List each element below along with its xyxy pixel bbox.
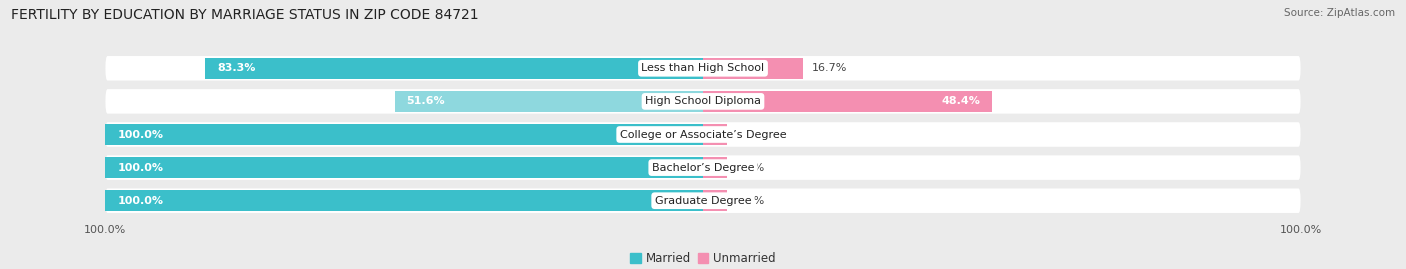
Text: 100.0%: 100.0% bbox=[118, 129, 163, 140]
Bar bbox=[105, 157, 703, 178]
Bar bbox=[703, 91, 993, 112]
Text: Graduate Degree: Graduate Degree bbox=[655, 196, 751, 206]
Text: 0.0%: 0.0% bbox=[735, 129, 763, 140]
Text: High School Diploma: High School Diploma bbox=[645, 96, 761, 107]
Bar bbox=[395, 91, 703, 112]
Text: 0.0%: 0.0% bbox=[735, 162, 763, 173]
Text: 83.3%: 83.3% bbox=[217, 63, 256, 73]
Bar bbox=[703, 190, 727, 211]
Text: Bachelor’s Degree: Bachelor’s Degree bbox=[652, 162, 754, 173]
Text: Less than High School: Less than High School bbox=[641, 63, 765, 73]
Bar bbox=[105, 124, 703, 145]
Text: FERTILITY BY EDUCATION BY MARRIAGE STATUS IN ZIP CODE 84721: FERTILITY BY EDUCATION BY MARRIAGE STATU… bbox=[11, 8, 479, 22]
Bar bbox=[703, 124, 727, 145]
Text: College or Associate’s Degree: College or Associate’s Degree bbox=[620, 129, 786, 140]
Bar bbox=[205, 58, 703, 79]
Text: 48.4%: 48.4% bbox=[942, 96, 980, 107]
Text: Source: ZipAtlas.com: Source: ZipAtlas.com bbox=[1284, 8, 1395, 18]
Text: 0.0%: 0.0% bbox=[735, 196, 763, 206]
Text: 51.6%: 51.6% bbox=[406, 96, 446, 107]
Bar bbox=[703, 58, 803, 79]
Bar bbox=[105, 190, 703, 211]
FancyBboxPatch shape bbox=[105, 122, 1301, 147]
Legend: Married, Unmarried: Married, Unmarried bbox=[626, 247, 780, 269]
FancyBboxPatch shape bbox=[105, 89, 1301, 114]
FancyBboxPatch shape bbox=[105, 155, 1301, 180]
Bar bbox=[703, 157, 727, 178]
FancyBboxPatch shape bbox=[105, 189, 1301, 213]
Text: 16.7%: 16.7% bbox=[811, 63, 848, 73]
Text: 100.0%: 100.0% bbox=[118, 196, 163, 206]
FancyBboxPatch shape bbox=[105, 56, 1301, 80]
Text: 100.0%: 100.0% bbox=[118, 162, 163, 173]
